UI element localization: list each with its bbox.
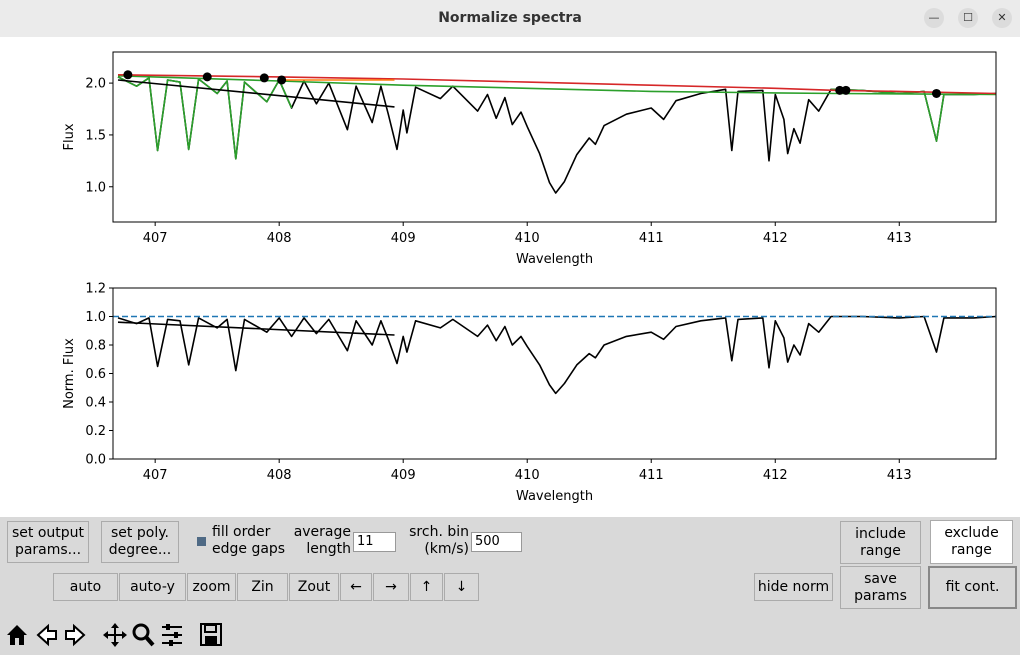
- minimize[interactable]: —: [924, 8, 944, 28]
- maximize[interactable]: ☐: [958, 8, 978, 28]
- nav-button[interactable]: ↓: [444, 573, 479, 601]
- y-tick-label: 1.5: [85, 128, 106, 143]
- home-icon[interactable]: [5, 622, 29, 648]
- plots: 407 408 409 410 411 412 413 1.0 1.5 2.0 Wavelength…: [0, 37, 1020, 517]
- average-input[interactable]: 11: [353, 532, 396, 552]
- point: [841, 85, 851, 95]
- average-label: average length: [293, 524, 351, 557]
- fill-gaps-label: fill order edge gaps: [212, 524, 286, 557]
- point: [259, 73, 269, 83]
- y-tick-label: 0.0: [85, 453, 106, 468]
- forward-icon[interactable]: [63, 622, 87, 648]
- nav-button[interactable]: auto: [53, 573, 118, 601]
- configure-icon[interactable]: [160, 622, 184, 648]
- include-button[interactable]: include range: [840, 521, 921, 564]
- y-tick-label: 0.6: [85, 367, 106, 382]
- axes-frame: [112, 287, 997, 460]
- x-tick-label: 409: [391, 231, 416, 246]
- y-axis-label: Flux: [62, 123, 77, 150]
- hide-norm-button[interactable]: hide norm: [754, 573, 833, 601]
- x-tick-label: 410: [515, 468, 540, 483]
- series-line: [117, 74, 996, 95]
- nav-button[interactable]: auto-y: [119, 573, 186, 601]
- x-tick-label: 409: [391, 468, 416, 483]
- set-poly-button[interactable]: set poly. degree...: [101, 521, 179, 563]
- point: [835, 85, 845, 95]
- x-tick-label: 410: [515, 231, 540, 246]
- x-tick-label: 412: [763, 231, 788, 246]
- point: [123, 70, 133, 80]
- series-line: [117, 75, 996, 96]
- checkbox[interactable]: [197, 537, 206, 546]
- x-tick-label: 413: [887, 468, 912, 483]
- y-tick-label: 2.0: [85, 77, 106, 92]
- bin-label: srch. bin (km/s): [409, 524, 469, 557]
- x-axis-label: Wavelength: [516, 252, 593, 267]
- x-tick-label: 411: [639, 231, 664, 246]
- series-line: [117, 315, 996, 395]
- y-tick-label: 1.0: [85, 310, 106, 325]
- nav-button[interactable]: zoom: [187, 573, 236, 601]
- nav-button[interactable]: Zin: [237, 573, 288, 601]
- y-tick-label: 0.2: [85, 424, 106, 439]
- series-line: [117, 79, 395, 108]
- exclude-button[interactable]: exclude range: [930, 520, 1013, 564]
- nav-button[interactable]: ←: [340, 573, 372, 601]
- x-tick-label: 408: [267, 468, 292, 483]
- x-tick-label: 408: [267, 231, 292, 246]
- x-tick-label: 407: [143, 468, 168, 483]
- save-params-button[interactable]: save params: [840, 566, 921, 609]
- plot-area: [117, 70, 996, 194]
- x-tick-label: 413: [887, 231, 912, 246]
- close[interactable]: ✕: [992, 8, 1012, 28]
- y-tick-label: 1.0: [85, 180, 106, 195]
- window-title: Normalize spectra: [438, 10, 582, 26]
- x-axis-label: Wavelength: [516, 489, 593, 504]
- zoom-icon[interactable]: [131, 622, 155, 648]
- back-icon[interactable]: [35, 622, 59, 648]
- point: [931, 88, 941, 98]
- y-tick-label: 0.4: [85, 396, 106, 411]
- point: [202, 72, 212, 82]
- y-tick-label: 0.8: [85, 339, 106, 354]
- nav-button[interactable]: ↑: [410, 573, 443, 601]
- point: [277, 75, 287, 85]
- plot-area: [113, 315, 996, 395]
- series-line: [117, 321, 395, 336]
- nav-button[interactable]: →: [373, 573, 409, 601]
- x-tick-label: 412: [763, 468, 788, 483]
- x-tick-label: 407: [143, 231, 168, 246]
- title-bar: Normalize spectra — ☐ ✕: [0, 0, 1020, 38]
- set-output-button[interactable]: set output params...: [7, 521, 89, 563]
- y-axis-label: Norm. Flux: [62, 338, 77, 409]
- save-icon[interactable]: [199, 622, 223, 648]
- x-tick-label: 411: [639, 468, 664, 483]
- fit-cont-button[interactable]: fit cont.: [928, 566, 1017, 609]
- y-tick-label: 1.2: [85, 282, 106, 297]
- axes-frame: [112, 51, 997, 223]
- pan-icon[interactable]: [102, 622, 128, 648]
- nav-button[interactable]: Zout: [289, 573, 339, 601]
- bin-input[interactable]: 500: [471, 532, 522, 552]
